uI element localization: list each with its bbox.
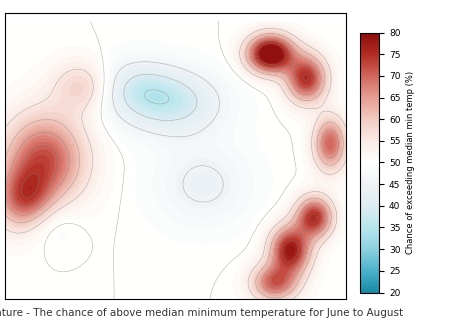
Text: Temperature - The chance of above median minimum temperature for June to August: Temperature - The chance of above median… [0, 308, 403, 318]
Y-axis label: Chance of exceeding median min temp (%): Chance of exceeding median min temp (%) [406, 71, 415, 254]
